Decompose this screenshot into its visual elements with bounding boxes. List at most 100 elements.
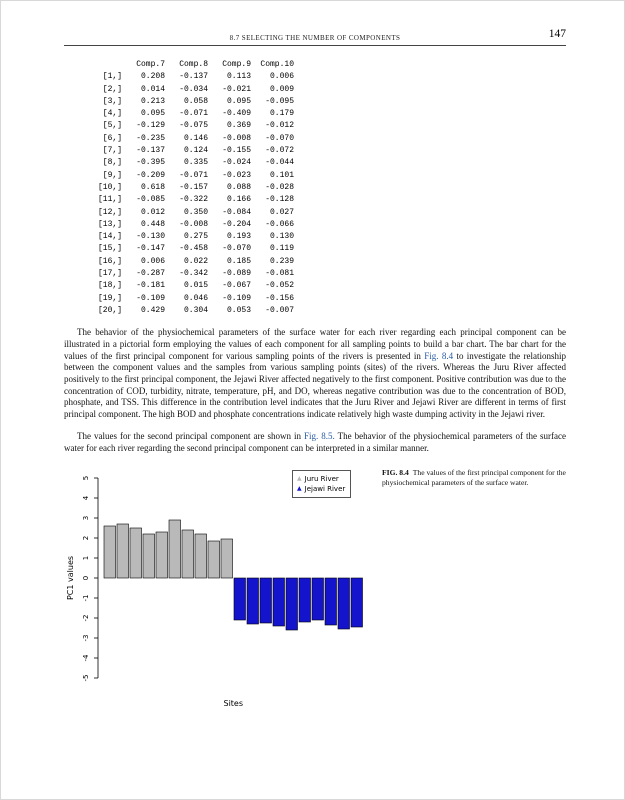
value-cell: 0.130: [251, 231, 294, 243]
r-output-row: [2,]0.014-0.034-0.0210.009: [84, 84, 294, 96]
value-cell: 0.369: [208, 120, 251, 132]
value-cell: -0.084: [208, 207, 251, 219]
r-output-row: [10,]0.618-0.1570.088-0.028: [84, 182, 294, 194]
r-output-row: [19,]-0.1090.046-0.109-0.156: [84, 293, 294, 305]
column-header: Comp.10: [251, 59, 294, 71]
bar-chart-canvas: -5-4-3-2-1012345PC1 valuesSites: [64, 466, 370, 716]
x-axis-label: Sites: [223, 699, 243, 708]
value-cell: 0.193: [208, 231, 251, 243]
y-axis-label: PC1 values: [66, 556, 75, 600]
value-cell: -0.052: [251, 280, 294, 292]
pc1-bar-chart: -5-4-3-2-1012345PC1 valuesSites ▲ Juru R…: [64, 466, 374, 716]
r-output-row: [9,]-0.209-0.071-0.0230.101: [84, 170, 294, 182]
triangle-marker-icon: ▲: [297, 484, 302, 494]
value-cell: 0.009: [251, 84, 294, 96]
y-tick-label: -2: [82, 615, 90, 622]
r-output-row: [7,]-0.1370.124-0.155-0.072: [84, 145, 294, 157]
bar: [299, 578, 311, 622]
value-cell: 0.006: [251, 71, 294, 83]
figure-caption-label: FIG. 8.4: [382, 468, 409, 477]
bar: [273, 578, 285, 626]
paragraph-1: The behavior of the physiochemical param…: [64, 327, 566, 421]
bar: [182, 530, 194, 578]
value-cell: 0.335: [165, 157, 208, 169]
column-header: Comp.8: [165, 59, 208, 71]
bar: [234, 578, 246, 620]
row-label: [16,]: [84, 256, 122, 268]
bar: [247, 578, 259, 624]
row-label: [14,]: [84, 231, 122, 243]
section-title: 8.7 SELECTING THE NUMBER OF COMPONENTS: [64, 34, 566, 42]
value-cell: 0.166: [208, 194, 251, 206]
fig-8-5-link[interactable]: Fig. 8.5.: [304, 431, 335, 441]
value-cell: 0.208: [122, 71, 165, 83]
bar: [169, 520, 181, 578]
r-output-row: [8,]-0.3950.335-0.024-0.044: [84, 157, 294, 169]
value-cell: 0.014: [122, 84, 165, 96]
row-label: [5,]: [84, 120, 122, 132]
value-cell: 0.095: [122, 108, 165, 120]
row-label: [20,]: [84, 305, 122, 317]
bar: [143, 534, 155, 578]
fig-8-4-link[interactable]: Fig. 8.4: [424, 351, 453, 361]
bar: [351, 578, 363, 627]
value-cell: -0.089: [208, 268, 251, 280]
value-cell: -0.071: [165, 170, 208, 182]
value-cell: -0.322: [165, 194, 208, 206]
y-tick-label: -4: [82, 654, 90, 662]
bar: [260, 578, 272, 623]
r-output-row: [5,]-0.129-0.0750.369-0.012: [84, 120, 294, 132]
value-cell: -0.044: [251, 157, 294, 169]
page-content: 8.7 SELECTING THE NUMBER OF COMPONENTS 1…: [64, 31, 566, 716]
row-label: [13,]: [84, 219, 122, 231]
chart-legend: ▲ Juru River ▲ Jejawi River: [292, 470, 351, 498]
value-cell: 0.185: [208, 256, 251, 268]
r-output-row: [1,]0.208-0.1370.1130.006: [84, 71, 294, 83]
bar: [325, 578, 337, 625]
paragraph-2: The values for the second principal comp…: [64, 431, 566, 454]
row-label: [3,]: [84, 96, 122, 108]
value-cell: -0.021: [208, 84, 251, 96]
value-cell: -0.067: [208, 280, 251, 292]
row-label: [18,]: [84, 280, 122, 292]
row-label: [9,]: [84, 170, 122, 182]
r-output-row: [6,]-0.2350.146-0.008-0.070: [84, 133, 294, 145]
value-cell: -0.085: [122, 194, 165, 206]
bar: [286, 578, 298, 630]
value-cell: 0.213: [122, 96, 165, 108]
value-cell: 0.053: [208, 305, 251, 317]
value-cell: 0.304: [165, 305, 208, 317]
row-label: [10,]: [84, 182, 122, 194]
value-cell: -0.128: [251, 194, 294, 206]
value-cell: -0.008: [208, 133, 251, 145]
bar: [338, 578, 350, 629]
row-label: [15,]: [84, 243, 122, 255]
value-cell: 0.239: [251, 256, 294, 268]
r-output-row: [12,]0.0120.350-0.0840.027: [84, 207, 294, 219]
value-cell: 0.046: [165, 293, 208, 305]
value-cell: 0.095: [208, 96, 251, 108]
value-cell: 0.027: [251, 207, 294, 219]
row-label: [6,]: [84, 133, 122, 145]
bar: [130, 528, 142, 578]
value-cell: 0.275: [165, 231, 208, 243]
value-cell: 0.119: [251, 243, 294, 255]
value-cell: 0.124: [165, 145, 208, 157]
value-cell: -0.130: [122, 231, 165, 243]
y-tick-label: -5: [82, 675, 90, 682]
value-cell: 0.088: [208, 182, 251, 194]
page-number: 147: [549, 28, 566, 40]
value-cell: -0.287: [122, 268, 165, 280]
y-tick-label: -3: [82, 635, 90, 642]
row-label: [11,]: [84, 194, 122, 206]
y-tick-label: 0: [82, 576, 90, 580]
y-tick-label: 4: [82, 496, 90, 501]
y-tick-label: 1: [82, 556, 90, 560]
value-cell: -0.008: [165, 219, 208, 231]
value-cell: 0.022: [165, 256, 208, 268]
bar: [104, 526, 116, 578]
value-cell: -0.095: [251, 96, 294, 108]
bar: [221, 539, 233, 578]
value-cell: -0.156: [251, 293, 294, 305]
value-cell: -0.458: [165, 243, 208, 255]
